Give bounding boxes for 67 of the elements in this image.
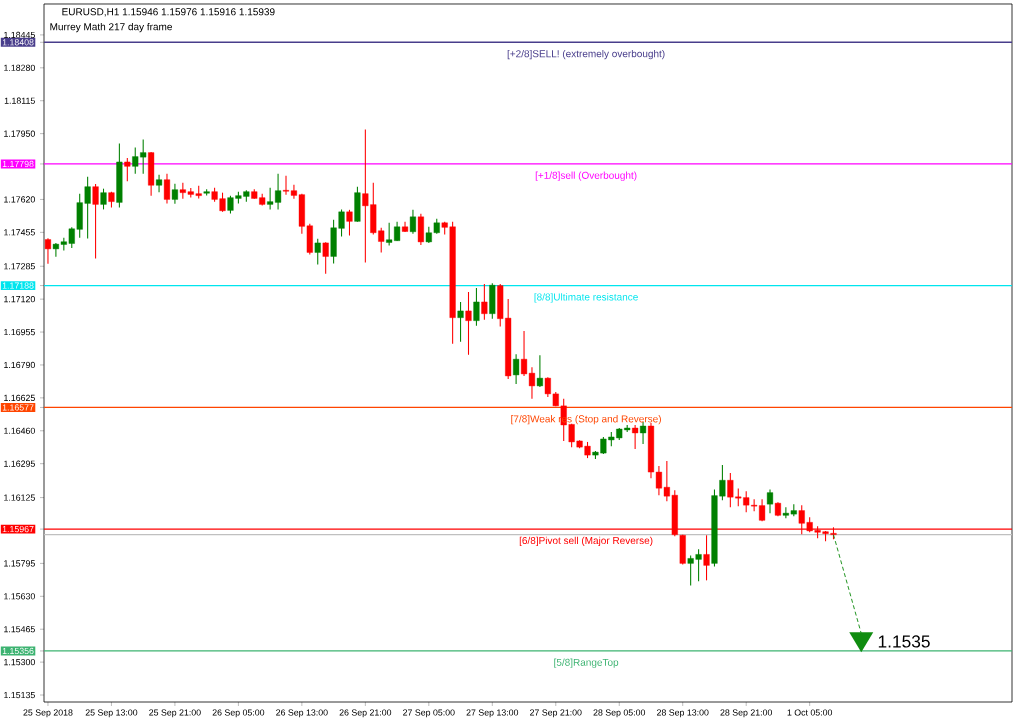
y-tick-label: 1.17950 <box>4 130 35 137</box>
candlestick <box>703 534 710 581</box>
y-tick-label: 1.15356 <box>2 647 34 655</box>
y-tick-label: 1.16125 <box>4 494 35 501</box>
y-tick-label: 1.15300 <box>4 659 35 666</box>
candlestick <box>124 157 131 182</box>
candlestick <box>346 209 353 237</box>
candlestick <box>457 301 464 343</box>
x-tick-label: 26 Sep 05:00 <box>212 709 265 718</box>
candlestick <box>100 188 107 210</box>
y-tick-label: 1.17455 <box>4 229 35 236</box>
x-tick-label: 28 Sep 13:00 <box>656 709 709 718</box>
annotation: 1.1535 <box>878 635 930 648</box>
text: Murrey Math 217 day frame <box>50 22 172 33</box>
x-tick-label: 27 Sep 21:00 <box>530 709 582 718</box>
candlestick <box>155 174 163 193</box>
ref-line-label: [6/8]Pivot sell (Major Reverse) <box>519 536 653 547</box>
ref-line-label: [+2/8]SELL! (extremely overbought) <box>507 49 665 60</box>
x-tick-label: 1 Oct 05:00 <box>787 709 833 716</box>
y-tick-label: 1.16577 <box>2 404 34 411</box>
candlestick <box>314 238 321 265</box>
y-tick-label: 1.15967 <box>2 525 34 533</box>
y-tick-label: 1.16625 <box>4 394 35 401</box>
y-tick-label: 1.16460 <box>4 427 35 434</box>
x-tick-label: 27 Sep 13:00 <box>466 709 519 718</box>
y-tick-label: 1.15465 <box>4 626 35 633</box>
chart-title: EURUSD,H1 1.15946 1.15976 1.15916 1.15939 <box>62 8 275 17</box>
candlestick <box>473 287 480 327</box>
y-tick-label: 1.18445 <box>4 31 35 39</box>
candlestick <box>481 283 488 321</box>
ref-line-label: [+1/8]sell (Overbought) <box>535 171 637 181</box>
candlestick <box>163 173 171 204</box>
y-tick-label: 1.17285 <box>4 263 35 270</box>
x-tick-label: 25 Sep 21:00 <box>149 709 201 718</box>
y-tick-label: 1.16295 <box>4 460 35 467</box>
y-tick-label: 1.16790 <box>4 361 35 369</box>
x-tick-label: 26 Sep 13:00 <box>276 709 328 718</box>
candlestick <box>632 424 639 450</box>
y-tick-label: 1.18115 <box>4 97 35 104</box>
candlestick <box>536 354 543 388</box>
y-tick-label: 1.15135 <box>4 691 35 699</box>
x-tick-label: 26 Sep 21:00 <box>339 709 392 718</box>
ref-line-label: [5/8]RangeTop <box>554 658 619 668</box>
y-tick-label: 1.16955 <box>4 328 35 336</box>
y-tick-label: 1.15795 <box>4 560 35 567</box>
candlestick <box>322 241 329 275</box>
x-tick-label: 28 Sep 21:00 <box>720 709 773 718</box>
x-tick-label: 25 Sep 2018 <box>23 709 73 718</box>
y-tick-label: 1.17120 <box>4 296 35 303</box>
candlestick <box>44 237 52 265</box>
candlestick <box>171 183 178 205</box>
x-tick-label: 28 Sep 05:00 <box>593 709 646 718</box>
ref-line-label: [8/8]Ultimate resistance <box>534 293 638 303</box>
x-tick-label: 25 Sep 13:00 <box>85 709 138 718</box>
y-tick-label: 1.17188 <box>2 282 34 289</box>
y-tick-label: 1.18408 <box>2 39 34 46</box>
y-tick-label: 1.15630 <box>4 593 35 600</box>
candlestick <box>92 183 99 260</box>
candlestick <box>513 353 520 385</box>
candlestick <box>465 291 472 356</box>
x-tick-label: 27 Sep 05:00 <box>403 709 455 718</box>
y-tick-label: 1.17620 <box>4 196 35 203</box>
candlestick <box>409 209 417 235</box>
y-tick-label: 1.17798 <box>2 160 34 168</box>
ref-line-label: [7/8]Weak res (Stop and Reverse) <box>511 415 661 425</box>
y-tick-label: 1.18280 <box>4 64 35 71</box>
candlestick <box>766 488 774 514</box>
